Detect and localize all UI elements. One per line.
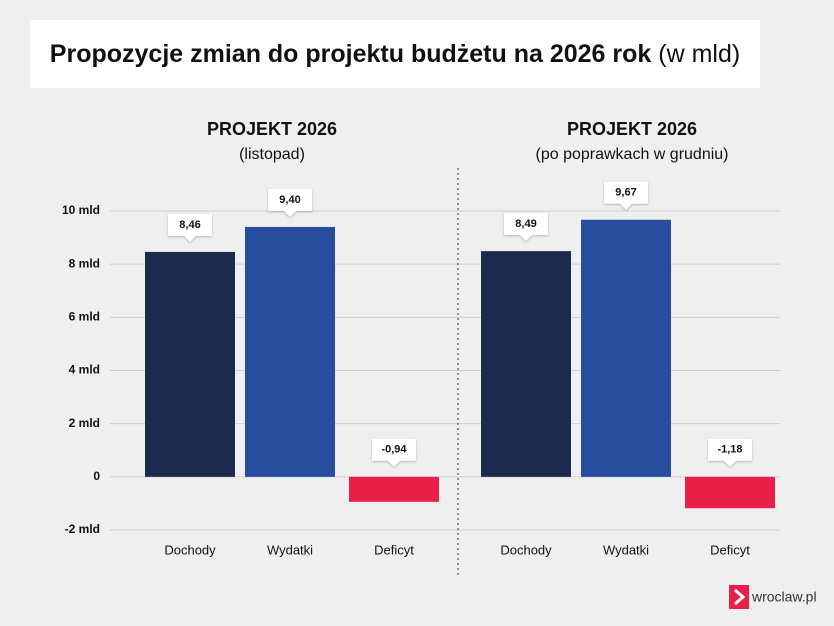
bar [245,226,335,477]
value-label: 8,46 [179,219,200,231]
y-tick-label: 10 mld [62,203,100,217]
label-callout [268,188,312,217]
y-tick-label: 6 mld [69,310,100,324]
brand-chevron [734,588,746,606]
x-tick-label: Dochody [164,542,216,557]
y-tick-label: 8 mld [69,256,100,270]
label-callout [604,181,648,210]
label-callout [708,438,752,467]
panel-title: PROJEKT 2026 [207,119,337,139]
y-tick-label: 4 mld [69,363,100,377]
bar [145,251,235,477]
bar [581,219,671,477]
x-tick-label: Wydatki [267,542,313,557]
label-callout [168,213,212,242]
panel-title: PROJEKT 2026 [567,119,697,139]
x-tick-label: Wydatki [603,542,649,557]
x-tick-label: Deficyt [374,542,414,557]
chart-title: Propozycje zmian do projektu budżetu na … [50,40,740,68]
y-tick-label: 2 mld [69,416,100,430]
label-callout [504,213,548,242]
bar [685,476,775,509]
x-tick-label: Deficyt [710,542,750,557]
value-label: -1,18 [717,444,742,456]
bar [481,251,571,477]
x-tick-label: Dochody [500,542,552,557]
panel-subtitle: (po poprawkach w grudniu) [536,146,729,163]
title-box [30,20,760,88]
label-callout [372,438,416,467]
title-main: Propozycje zmian do projektu budżetu na … [50,40,652,68]
brand: wroclaw.pl [751,589,817,605]
bar [349,476,439,502]
value-label: 9,40 [279,194,300,206]
brand-icon [729,585,749,609]
value-label: 8,49 [515,218,536,230]
value-label: 9,67 [615,187,636,199]
panel-subtitle: (listopad) [239,146,305,163]
title-note: (w mld) [658,40,740,68]
y-tick-label: -2 mld [65,522,100,536]
value-label: -0,94 [381,444,407,456]
y-tick-label: 0 [93,469,100,483]
